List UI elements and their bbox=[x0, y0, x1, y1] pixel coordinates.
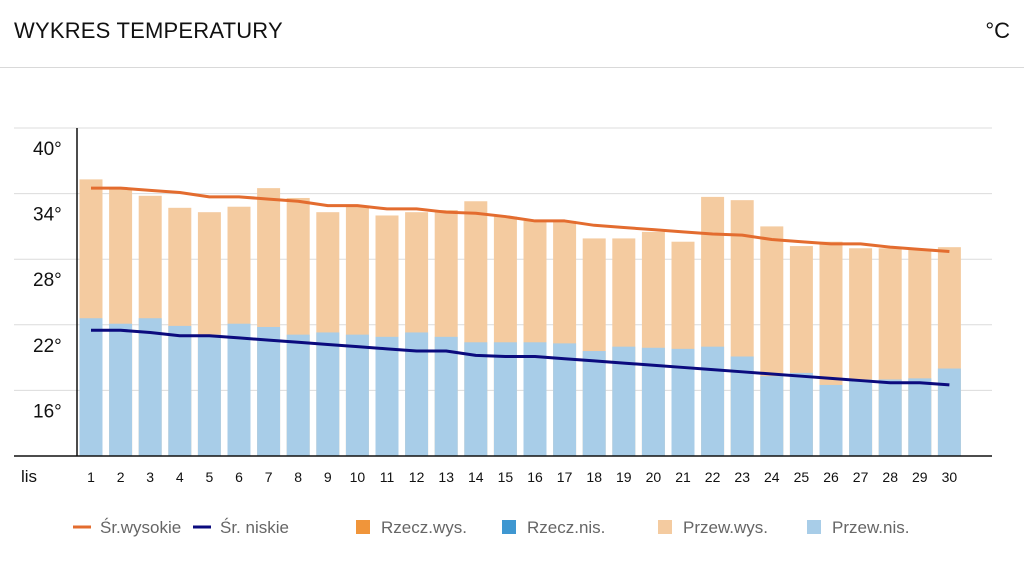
forecast-low-bar bbox=[493, 342, 517, 456]
x-tick-label: 11 bbox=[380, 469, 395, 485]
chart-title: WYKRES TEMPERATURY bbox=[14, 18, 283, 43]
forecast-low-bar bbox=[464, 342, 488, 456]
forecast-low-bar bbox=[819, 384, 843, 456]
x-tick-label: 2 bbox=[117, 469, 125, 485]
legend-label: Przew.wys. bbox=[683, 518, 768, 537]
x-tick-label: 14 bbox=[468, 469, 484, 485]
x-tick-label: 12 bbox=[409, 469, 425, 485]
forecast-low-bar bbox=[316, 332, 340, 456]
legend-label: Rzecz.wys. bbox=[381, 518, 467, 537]
forecast-low-bar bbox=[375, 336, 399, 456]
y-tick-label: 22° bbox=[33, 336, 62, 357]
average-high-line bbox=[91, 186, 950, 254]
month-label: lis bbox=[21, 467, 37, 486]
x-tick-label: 25 bbox=[794, 469, 810, 485]
forecast-low-bar bbox=[523, 342, 547, 456]
chart-legend: Śr.wysokie Śr. niskie Rzecz.wys. Rzecz.nis.… bbox=[73, 518, 909, 537]
legend-label: Śr. niskie bbox=[220, 518, 289, 537]
legend-square-swatch bbox=[502, 520, 516, 534]
legend-square-swatch bbox=[658, 520, 672, 534]
x-tick-label: 10 bbox=[350, 469, 366, 485]
temperature-chart: 40°34°28°22°16° lis 1 2 3 4 5 6 7 8 9 10 11 12 13 14 15… bbox=[14, 127, 992, 537]
x-tick-label: 23 bbox=[734, 469, 750, 485]
forecast-low-bar bbox=[434, 336, 458, 456]
forecast-low-bars bbox=[79, 318, 961, 456]
legend-label: Śr.wysokie bbox=[100, 518, 181, 537]
average-low-line bbox=[91, 328, 950, 387]
forecast-low-bar bbox=[612, 346, 636, 456]
average-lines bbox=[91, 186, 950, 387]
forecast-low-bar bbox=[760, 376, 784, 456]
x-tick-label: 28 bbox=[882, 469, 898, 485]
x-tick-label: 20 bbox=[646, 469, 662, 485]
legend-item[interactable]: Przew.nis. bbox=[807, 518, 909, 537]
legend-square-swatch bbox=[807, 520, 821, 534]
x-tick-label: 6 bbox=[235, 469, 243, 485]
x-tick-label: 27 bbox=[853, 469, 869, 485]
y-tick-label: 16° bbox=[33, 401, 62, 422]
x-tick-label: 18 bbox=[586, 469, 602, 485]
forecast-low-bar bbox=[937, 368, 961, 456]
forecast-low-bar bbox=[345, 334, 369, 456]
forecast-low-bar bbox=[671, 348, 695, 456]
x-tick-label: 5 bbox=[206, 469, 214, 485]
forecast-low-bar bbox=[849, 379, 873, 456]
forecast-low-bar bbox=[789, 372, 813, 456]
forecast-low-bar bbox=[908, 378, 932, 456]
x-tick-label: 3 bbox=[146, 469, 154, 485]
forecast-low-bar bbox=[79, 318, 103, 456]
y-tick-label: 40° bbox=[33, 139, 62, 160]
legend-label: Rzecz.nis. bbox=[527, 518, 605, 537]
x-tick-label: 9 bbox=[324, 469, 332, 485]
forecast-low-bar bbox=[553, 343, 577, 456]
x-tick-label: 29 bbox=[912, 469, 928, 485]
forecast-low-bar bbox=[878, 379, 902, 456]
legend-item[interactable]: Rzecz.wys. bbox=[356, 518, 467, 537]
x-tick-label: 7 bbox=[265, 469, 273, 485]
y-tick-label: 34° bbox=[33, 205, 62, 226]
x-tick-label: 4 bbox=[176, 469, 184, 485]
legend-item[interactable]: Śr. niskie bbox=[193, 518, 289, 537]
legend-square-swatch bbox=[356, 520, 370, 534]
x-axis-ticks: lis 1 2 3 4 5 6 7 8 9 10 11 12 13 14 15 16 17 18 19 20 21 22 23… bbox=[21, 467, 957, 486]
forecast-low-bar bbox=[197, 334, 221, 456]
forecast-low-bar bbox=[109, 323, 133, 456]
unit-toggle[interactable]: °C bbox=[985, 18, 1010, 43]
x-tick-label: 15 bbox=[498, 469, 514, 485]
x-tick-label: 30 bbox=[942, 469, 958, 485]
forecast-low-bar bbox=[168, 325, 192, 456]
forecast-low-bar bbox=[582, 351, 606, 456]
forecast-low-bar bbox=[701, 346, 725, 456]
forecast-low-bar bbox=[257, 326, 281, 456]
forecast-low-bar bbox=[730, 356, 754, 456]
widget-header: WYKRES TEMPERATURY °C bbox=[0, 0, 1024, 68]
forecast-low-bar bbox=[138, 318, 162, 456]
x-tick-label: 13 bbox=[438, 469, 454, 485]
forecast-low-bar bbox=[641, 347, 665, 456]
axes bbox=[14, 128, 992, 457]
x-tick-label: 22 bbox=[705, 469, 721, 485]
x-tick-label: 16 bbox=[527, 469, 543, 485]
forecast-low-bar bbox=[286, 334, 310, 456]
x-tick-label: 8 bbox=[294, 469, 302, 485]
legend-item[interactable]: Przew.wys. bbox=[658, 518, 768, 537]
x-tick-label: 19 bbox=[616, 469, 632, 485]
legend-item[interactable]: Śr.wysokie bbox=[73, 518, 181, 537]
legend-label: Przew.nis. bbox=[832, 518, 909, 537]
legend-item[interactable]: Rzecz.nis. bbox=[502, 518, 605, 537]
x-tick-label: 21 bbox=[675, 469, 691, 485]
forecast-low-bar bbox=[405, 332, 429, 456]
y-tick-label: 28° bbox=[33, 270, 62, 291]
x-tick-label: 24 bbox=[764, 469, 780, 485]
x-tick-label: 17 bbox=[557, 469, 573, 485]
x-tick-label: 1 bbox=[87, 469, 95, 485]
y-axis-ticks: 40° 34° 28° 22° 16° bbox=[33, 139, 62, 422]
x-tick-label: 26 bbox=[823, 469, 839, 485]
forecast-low-bar bbox=[227, 323, 251, 456]
